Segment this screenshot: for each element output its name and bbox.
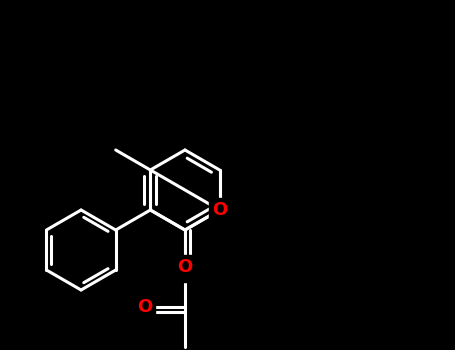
- Text: O: O: [137, 298, 152, 316]
- Text: O: O: [177, 261, 192, 279]
- Text: O: O: [177, 258, 192, 276]
- Text: O: O: [212, 201, 227, 219]
